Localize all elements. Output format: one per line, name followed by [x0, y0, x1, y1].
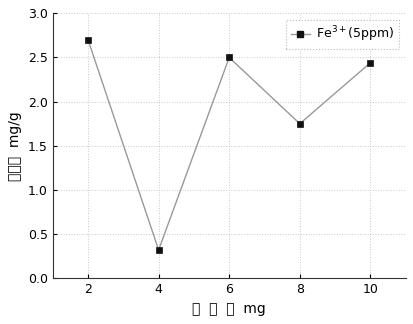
Legend: Fe$^{3+}$(5ppm): Fe$^{3+}$(5ppm): [285, 19, 399, 49]
X-axis label: 交  联  剂  mg: 交 联 剂 mg: [192, 302, 266, 316]
Y-axis label: 吸附量  mg/g: 吸附量 mg/g: [8, 111, 22, 181]
